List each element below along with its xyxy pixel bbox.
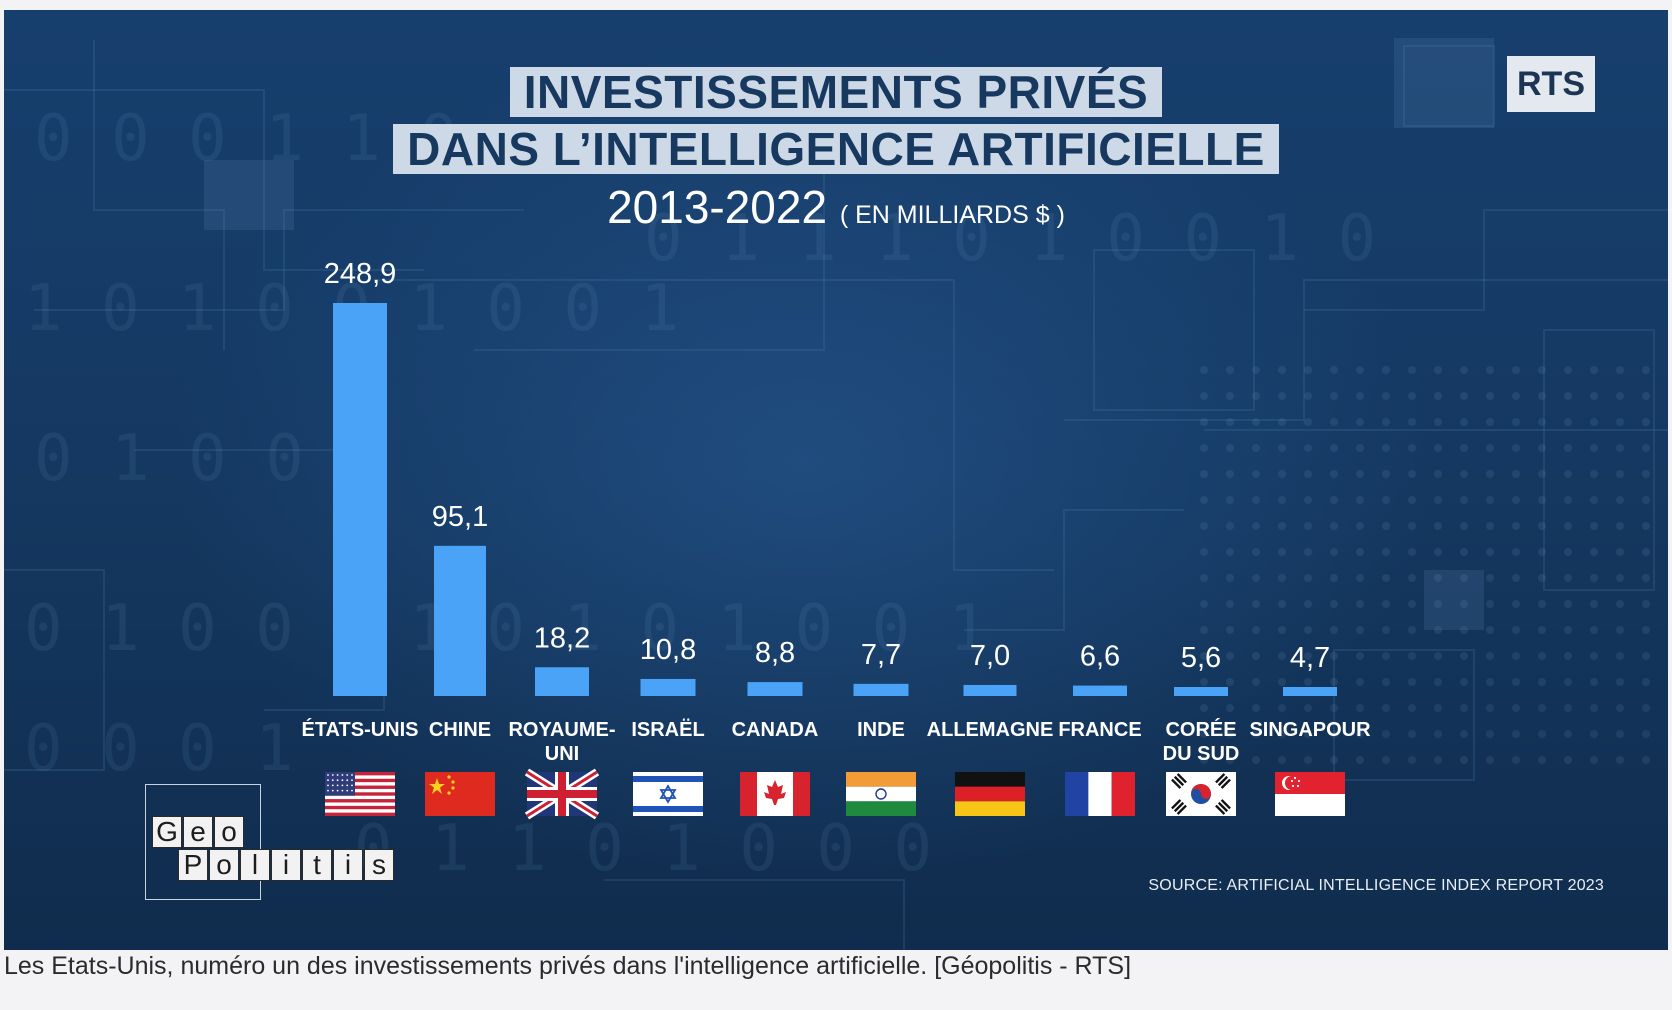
category-label: ALLEMAGNE [927, 719, 1054, 741]
category-label: CHINE [429, 719, 491, 741]
category-label: SINGAPOUR [1249, 719, 1371, 741]
category-label: CANADA [732, 719, 819, 741]
china-flag-icon [425, 772, 495, 816]
bar-chart: 248,9 ÉTATS-UNIS 95,1 CHINE 18,2 ROYAUME-UNI 1… [301, 258, 1371, 820]
bar-4 [747, 682, 803, 696]
infographic-frame: 0 0 0 1 1 0 1 0 1 0 0 1 0 0 1 0 1 0 0 1 … [4, 10, 1668, 950]
logo-letter: o [209, 849, 239, 881]
bar-1 [434, 545, 486, 696]
svg-text:0 1 1 1 0 1 0 0 1 0: 0 1 1 1 0 1 0 0 1 0 [644, 202, 1376, 276]
logo-letter: e [183, 816, 213, 848]
logo-letter: l [240, 849, 270, 881]
rts-badge: RTS [1507, 56, 1595, 112]
bar-5 [853, 683, 909, 696]
logo-letter: i [271, 849, 301, 881]
geopolitis-logo: G e o P o l i t i s [145, 784, 394, 900]
title-band-2: DANS L’INTELLIGENCE ARTIFICIELLE [393, 124, 1279, 174]
canada-flag-icon [740, 772, 810, 816]
category-label: ÉTATS-UNIS [301, 718, 418, 741]
category-label: INDE [857, 719, 905, 741]
south-korea-flag-icon [1166, 772, 1236, 816]
unit-label: ( EN MILLIARDS $ ) [839, 201, 1065, 229]
logo-letter: i [333, 849, 363, 881]
svg-text:0 1 0 0 1: 0 1 0 0 1 [34, 422, 381, 496]
india-flag-icon [846, 772, 916, 816]
uk-flag-icon [524, 768, 600, 820]
israel-flag-icon [633, 772, 703, 816]
value-label: 4,7 [1290, 642, 1330, 674]
value-label: 248,9 [324, 258, 397, 290]
logo-letter: G [152, 816, 182, 848]
category-label: CORÉE [1165, 718, 1236, 741]
bar-6 [963, 684, 1017, 696]
logo-line-politis: P o l i t i s [178, 849, 395, 881]
value-label: 8,8 [755, 637, 795, 669]
germany-flag-icon [955, 772, 1025, 816]
value-label: 10,8 [640, 634, 696, 666]
bar-7 [1073, 685, 1127, 696]
logo-letter: P [178, 849, 208, 881]
category-label: ROYAUME- [508, 719, 615, 741]
svg-text:0 1 0 0 1 1 0 1 0 1 0 0 1: 0 1 0 0 1 1 0 1 0 1 0 0 1 [24, 592, 987, 666]
bar-8 [1174, 687, 1228, 696]
value-label: 6,6 [1080, 641, 1120, 673]
value-label: 95,1 [432, 501, 488, 533]
value-label: 7,0 [970, 640, 1010, 672]
logo-letter: s [364, 849, 394, 881]
image-caption: Les Etats-Unis, numéro un des investisse… [4, 952, 1132, 980]
category-label: DU SUD [1163, 743, 1240, 765]
subtitle: 2013-2022 ( EN MILLIARDS $ ) [4, 180, 1668, 234]
category-label: FRANCE [1058, 719, 1141, 741]
logo-letter: o [214, 816, 244, 848]
title-line-1: INVESTISSEMENTS PRIVÉS [4, 67, 1668, 117]
period-label: 2013-2022 [607, 181, 828, 233]
logo-letter: t [302, 849, 332, 881]
value-label: 18,2 [534, 622, 590, 654]
source-note: SOURCE: ARTIFICIAL INTELLIGENCE INDEX RE… [1148, 877, 1604, 894]
category-label: UNI [545, 743, 579, 765]
value-label: 7,7 [861, 639, 901, 671]
france-flag-icon [1065, 772, 1135, 816]
title-line-2: DANS L’INTELLIGENCE ARTIFICIELLE [4, 124, 1668, 174]
bar-9 [1283, 687, 1337, 696]
title-band-1: INVESTISSEMENTS PRIVÉS [509, 67, 1163, 117]
svg-text:0 0 0 1 1 0: 0 0 0 1 1 0 [34, 102, 458, 176]
svg-text:0 1 1 0 1 0 0 0: 0 1 1 0 1 0 0 0 [354, 812, 932, 886]
bar-0 [333, 303, 387, 696]
category-label: ISRAËL [631, 718, 704, 741]
logo-line-geo: G e o [152, 816, 245, 848]
circuit-background: 0 0 0 1 1 0 1 0 1 0 0 1 0 0 1 0 1 0 0 1 … [4, 38, 1668, 950]
bar-2 [535, 667, 589, 696]
value-label: 5,6 [1181, 642, 1221, 674]
svg-text:0 0 0 1: 0 0 0 1 [24, 712, 294, 786]
us-flag-icon [325, 772, 395, 816]
bar-3 [640, 678, 696, 696]
singapore-flag-icon [1275, 772, 1345, 816]
